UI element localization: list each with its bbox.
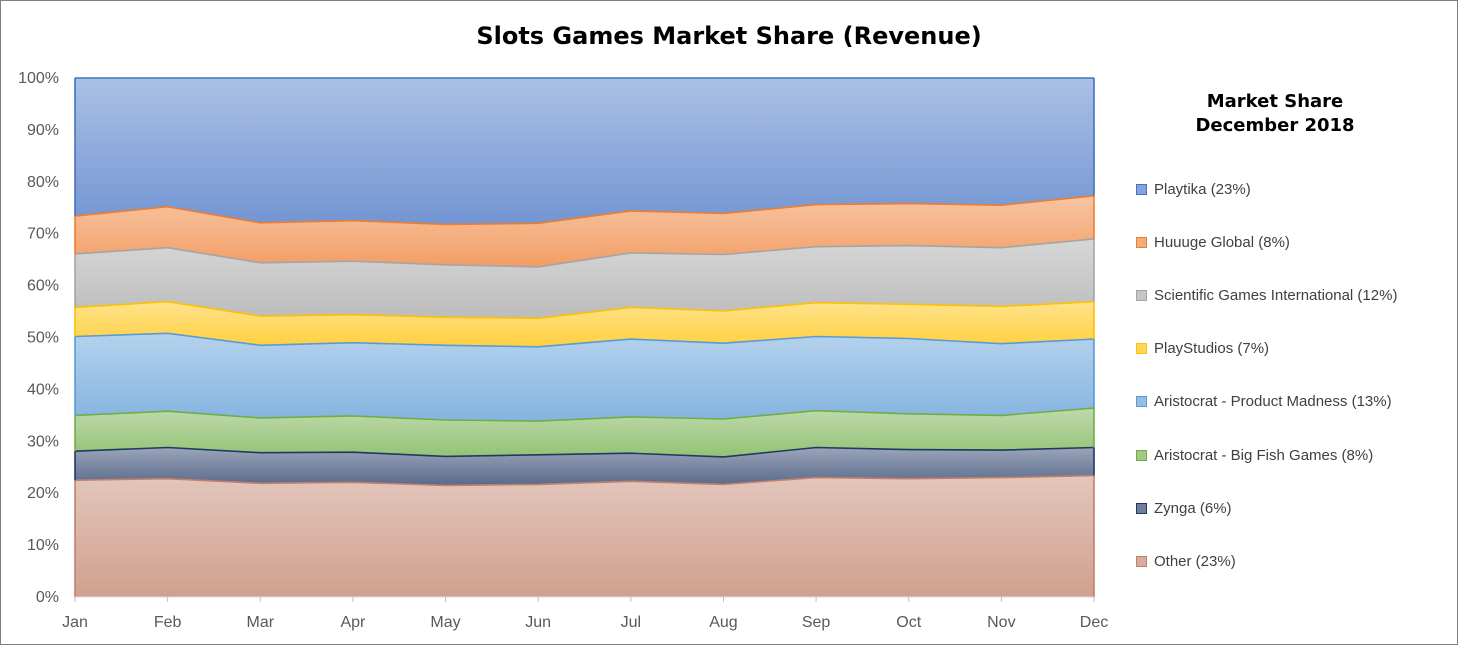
area-top-line-6 xyxy=(74,195,1095,226)
legend-swatch xyxy=(1136,236,1147,248)
chart-title: Slots Games Market Share (Revenue) xyxy=(476,22,982,50)
y-tick-label: 10% xyxy=(27,537,59,554)
area-top-line-5 xyxy=(74,238,1095,268)
x-tick-label: Nov xyxy=(987,614,1015,631)
area-top-line-1 xyxy=(74,446,1095,458)
legend-item: Playtika (23%) xyxy=(1136,178,1251,200)
x-tick-label: Jul xyxy=(621,614,641,631)
area-series-3 xyxy=(75,333,1094,422)
legend-label: Aristocrat - Big Fish Games (8%) xyxy=(1154,446,1374,464)
legend-swatch xyxy=(1136,289,1147,301)
y-tick-label: 50% xyxy=(27,330,59,347)
x-tick-label: Dec xyxy=(1080,614,1108,631)
legend-label: PlayStudios (7%) xyxy=(1154,340,1270,358)
area-series-7 xyxy=(75,78,1094,225)
x-tick-label: Jan xyxy=(62,614,88,631)
legend-swatch xyxy=(1136,502,1147,514)
x-tick-label: Apr xyxy=(340,614,366,631)
area-series-1 xyxy=(75,447,1094,486)
legend-label: Playtika (23%) xyxy=(1154,180,1251,198)
area-top-line-0 xyxy=(74,474,1095,487)
y-tick-label: 40% xyxy=(27,381,59,398)
area-series-2 xyxy=(75,408,1094,457)
area-series-0 xyxy=(75,475,1094,597)
legend-swatch xyxy=(1136,396,1147,408)
area-top-line-3 xyxy=(74,332,1095,348)
area-series-5 xyxy=(75,238,1094,319)
area-top-line-4 xyxy=(74,300,1095,320)
legend-label: Other (23%) xyxy=(1154,552,1236,570)
y-tick-label: 100% xyxy=(18,70,59,87)
legend-swatch xyxy=(1136,449,1147,461)
legend-item: Huuuge Global (8%) xyxy=(1136,231,1290,253)
legend-label: Huuuge Global (8%) xyxy=(1154,233,1290,251)
legend-item: PlayStudios (7%) xyxy=(1136,338,1269,360)
y-tick-label: 30% xyxy=(27,433,59,450)
area-series-4 xyxy=(75,301,1094,347)
legend-label: Scientific Games International (12%) xyxy=(1154,286,1398,304)
legend-label: Zynga (6%) xyxy=(1154,499,1232,517)
x-tick-label: Oct xyxy=(896,614,921,631)
legend-item: Aristocrat - Product Madness (13%) xyxy=(1136,391,1392,413)
x-tick-label: Feb xyxy=(154,614,182,631)
x-tick-label: May xyxy=(430,614,460,631)
y-tick-label: 20% xyxy=(27,485,59,502)
y-tick-label: 0% xyxy=(36,589,59,606)
legend-swatch xyxy=(1136,183,1147,195)
area-top-line-2 xyxy=(74,407,1095,422)
x-tick-label: Aug xyxy=(709,614,737,631)
y-tick-label: 60% xyxy=(27,278,59,295)
legend-title: Market Share December 2018 xyxy=(1195,91,1355,136)
legend-item: Scientific Games International (12%) xyxy=(1136,284,1397,306)
y-tick-label: 80% xyxy=(27,174,59,191)
y-tick-label: 90% xyxy=(27,122,59,139)
legend-swatch xyxy=(1136,555,1147,567)
legend-swatch xyxy=(1136,343,1147,355)
x-tick-label: Sep xyxy=(802,614,831,631)
x-tick-label: Mar xyxy=(246,614,274,631)
area-series-6 xyxy=(75,195,1094,267)
legend-item: Aristocrat - Big Fish Games (8%) xyxy=(1136,444,1373,466)
x-tick-label: Jun xyxy=(525,614,551,631)
legend-label: Aristocrat - Product Madness (13%) xyxy=(1154,393,1392,411)
legend-item: Zynga (6%) xyxy=(1136,497,1232,519)
y-tick-label: 70% xyxy=(27,226,59,243)
legend-item: Other (23%) xyxy=(1136,550,1236,572)
